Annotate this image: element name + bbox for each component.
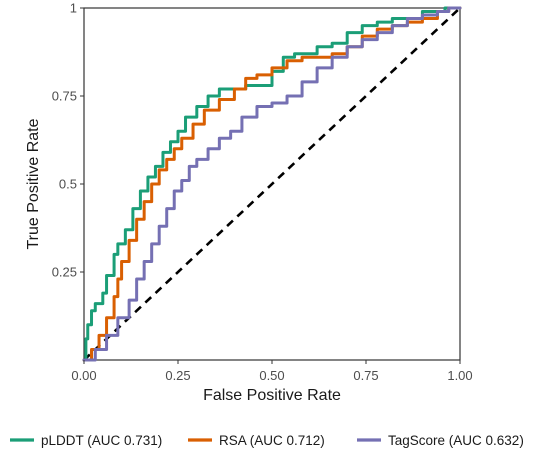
y-tick-label: 0.5: [59, 177, 77, 192]
legend-label: pLDDT (AUC 0.731): [41, 433, 162, 448]
x-axis-ticks: 0.00 0.25 0.50 0.75 1.00: [71, 360, 473, 383]
y-tick-label: 0.25: [52, 265, 77, 280]
x-tick-label: 0.25: [165, 368, 190, 383]
y-tick-label: 0.75: [52, 89, 77, 104]
series-line-1: [82, 6, 462, 362]
series-line-3: [82, 6, 462, 362]
x-axis-title: False Positive Rate: [203, 387, 341, 404]
y-axis-title: True Positive Rate: [25, 118, 42, 249]
x-tick-label: 0.75: [353, 368, 378, 383]
reference-diagonal-line: [83, 7, 461, 361]
series-layer: [82, 6, 462, 362]
y-tick-label: 1: [70, 1, 77, 16]
legend-label: RSA (AUC 0.712): [219, 433, 325, 448]
x-tick-label: 1.00: [447, 368, 472, 383]
legend: pLDDT (AUC 0.731) RSA (AUC 0.712) TagScore…: [10, 433, 524, 448]
x-tick-label: 0.50: [259, 368, 284, 383]
y-axis-ticks: 0.25 0.5 0.75 1: [52, 1, 84, 280]
x-tick-label: 0.00: [71, 368, 96, 383]
legend-label: TagScore (AUC 0.632): [388, 433, 524, 448]
series-line-2: [82, 6, 462, 362]
